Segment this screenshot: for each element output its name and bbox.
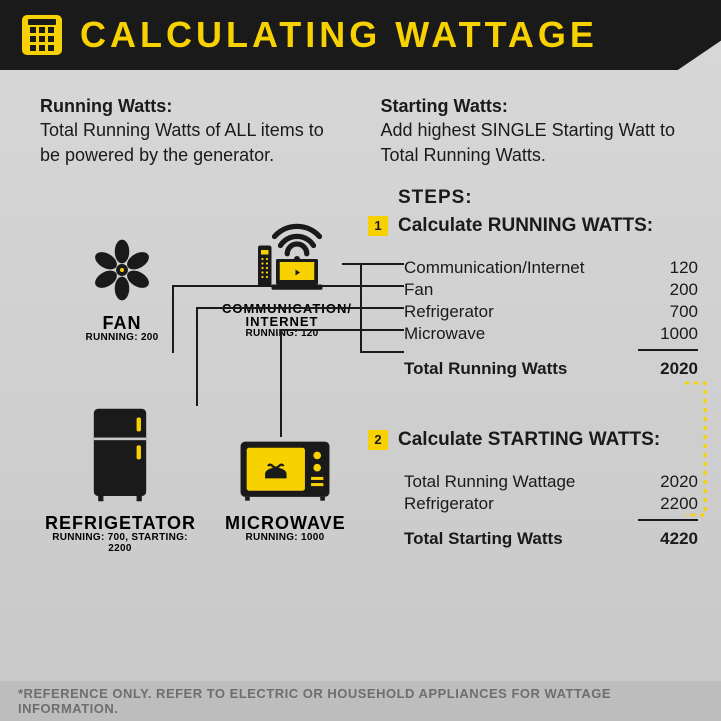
row-trw: Total Running Wattage2020 (398, 471, 698, 493)
comm-label: COMMUNICATION/INTERNET (222, 302, 342, 328)
comm-icon (222, 215, 342, 296)
micro-sub: RUNNING: 1000 (225, 532, 345, 543)
step2-total: Total Starting Watts4220 (398, 523, 698, 549)
fan-icon (72, 237, 172, 308)
fridge-icon (45, 407, 195, 508)
appliance-comm: COMMUNICATION/INTERNET RUNNING: 120 (222, 215, 342, 339)
fan-sub: RUNNING: 200 (72, 332, 172, 343)
row-fan: Fan200 (398, 279, 698, 301)
appliance-fan: FAN RUNNING: 200 (72, 237, 172, 343)
step2-bullet: 2 (368, 430, 388, 450)
row-micro: Microwave1000 (398, 323, 698, 345)
appliance-fridge: REFRIGETATOR RUNNING: 700, STARTING: 220… (45, 407, 195, 554)
starting-watts-def: Starting Watts: Add highest SINGLE Start… (381, 94, 682, 167)
row-fridge: Refrigerator700 (398, 301, 698, 323)
definitions: Running Watts: Total Running Watts of AL… (0, 70, 721, 177)
footer-note: *REFERENCE ONLY. REFER TO ELECTRIC OR HO… (0, 681, 721, 721)
step1-head: 1 Calculate RUNNING WATTS: (398, 215, 698, 237)
fan-label: FAN (72, 314, 172, 332)
fridge-sub: RUNNING: 700, STARTING: 2200 (45, 532, 195, 554)
row-comm: Communication/Internet120 (398, 257, 698, 279)
step1-bullet: 1 (368, 216, 388, 236)
microwave-icon (225, 437, 345, 508)
steps-panel: STEPS: 1 Calculate RUNNING WATTS: Commun… (398, 187, 698, 549)
step2-head: 2 Calculate STARTING WATTS: (398, 429, 698, 451)
fridge-label: REFRIGETATOR (45, 514, 195, 532)
steps-title: STEPS: (398, 187, 698, 209)
page-title: CALCULATING WATTAGE (80, 14, 598, 56)
running-watts-def: Running Watts: Total Running Watts of AL… (40, 94, 341, 167)
header: CALCULATING WATTAGE (0, 0, 721, 70)
diagram: FAN RUNNING: 200 (0, 177, 721, 647)
micro-label: MICROWAVE (225, 514, 345, 532)
calculator-icon (22, 15, 62, 55)
row-fridge2: Refrigerator2200 (398, 493, 698, 515)
appliance-micro: MICROWAVE RUNNING: 1000 (225, 437, 345, 543)
step1-total: Total Running Watts2020 (398, 353, 698, 379)
